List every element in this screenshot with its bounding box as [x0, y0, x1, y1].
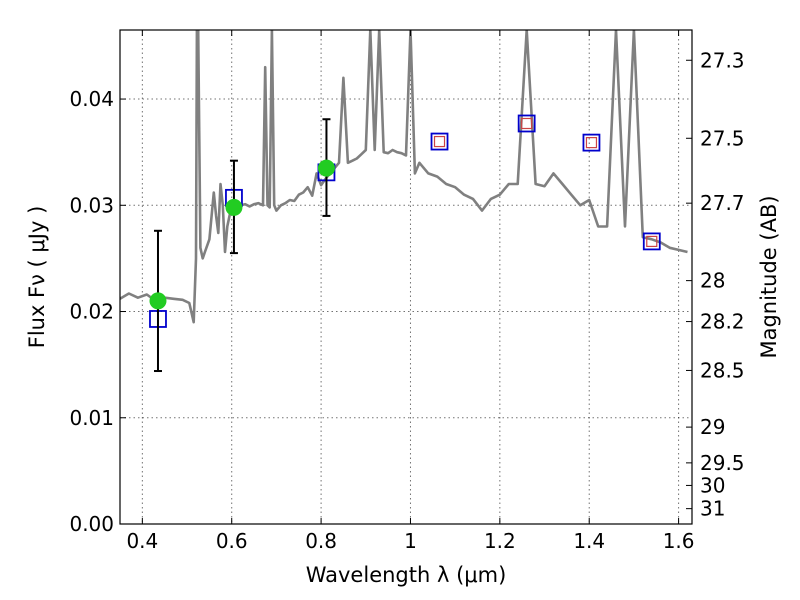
x-tick-label: 1.4	[573, 529, 605, 553]
plot-series	[120, 30, 688, 373]
magnitude-tick-label: 28.2	[700, 310, 745, 334]
grid-lines	[120, 30, 692, 524]
model-square-point	[582, 133, 601, 152]
observed-point	[317, 159, 335, 177]
y-axis-label: Flux Fν ( μJy )	[25, 206, 49, 349]
y-tick-label: 0.04	[69, 87, 114, 111]
y-tick-label: 0.00	[69, 512, 114, 536]
x-tick-label: 0.6	[216, 529, 248, 553]
inner-square-point	[433, 135, 446, 148]
magnitude-tick-label: 31	[700, 497, 725, 521]
x-axis-ticks: 0.4 0.6 0.8 1 1.2 1.4 1.6	[126, 30, 695, 553]
magnitude-tick-label: 27.3	[700, 48, 745, 72]
magnitude-tick-label: 29.5	[700, 451, 745, 475]
inner-square-point	[646, 235, 658, 248]
y-tick-label: 0.03	[69, 193, 114, 217]
magnitude-tick-label: 28.5	[700, 358, 745, 382]
spectrum-line	[120, 30, 688, 324]
y-tick-label: 0.02	[69, 300, 114, 324]
x-tick-label: 1	[404, 529, 417, 553]
model-square-point	[517, 114, 536, 133]
y-axis-ticks: 0.00 0.01 0.02 0.03 0.04	[69, 87, 126, 536]
model-square-point	[642, 232, 661, 251]
x-tick-label: 1.6	[663, 529, 695, 553]
y-tick-label: 0.01	[69, 406, 114, 430]
magnitude-tick-label: 27.7	[700, 191, 745, 215]
plot-area	[120, 30, 688, 373]
x-tick-label: 0.8	[305, 529, 337, 553]
magnitude-axis-label: Magnitude (AB)	[757, 195, 781, 358]
magnitude-tick-label: 28	[700, 269, 725, 293]
x-tick-label: 1.2	[484, 529, 516, 553]
observed-point	[149, 292, 167, 310]
inner-square-point	[585, 137, 598, 149]
plot-frame	[119, 29, 693, 525]
model-square-point	[430, 132, 449, 151]
x-tick-label: 0.4	[126, 529, 158, 553]
x-axis-label: Wavelength λ (μm)	[306, 563, 507, 587]
observed-point	[225, 198, 243, 216]
inner-square-point	[521, 117, 533, 130]
magnitude-tick-label: 30	[700, 473, 725, 497]
magnitude-tick-label: 29	[700, 415, 725, 439]
magnitude-tick-label: 27.5	[700, 126, 745, 150]
